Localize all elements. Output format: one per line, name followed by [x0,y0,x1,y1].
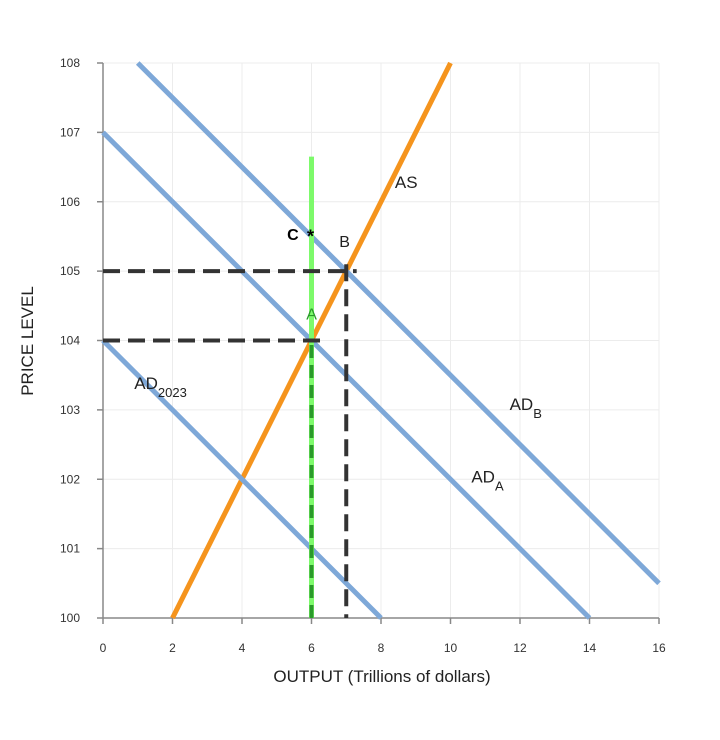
point-label-c: C [287,227,299,244]
y-tick-label: 108 [60,56,80,70]
x-tick-label: 0 [100,641,107,655]
series-line-ad2023 [101,338,383,620]
x-tick-label: 2 [169,641,176,655]
series-label-as: AS [395,173,418,192]
series-label-adb: ADB [510,395,542,421]
point-label-b: B [339,234,350,251]
point-label-a: A [306,307,317,324]
x-tick-label: 4 [239,641,246,655]
y-tick-label: 102 [60,472,80,486]
point-marker-c: * [307,226,314,246]
y-tick-label: 105 [60,264,80,278]
x-axis-title: OUTPUT (Trillions of dollars) [273,667,490,686]
series-labels: AS AD2023 ADA ADB [134,173,542,494]
y-tick-label: 101 [60,542,80,556]
x-tick-label: 10 [444,641,458,655]
y-tick-label: 104 [60,334,80,348]
x-tick-label: 6 [308,641,315,655]
axes [97,62,660,624]
tick-labels: 0 2 4 6 8 10 12 14 16 100 101 102 103 104 105 106 107 108 [60,56,666,655]
y-tick-label: 106 [60,195,80,209]
x-tick-label: 16 [652,641,666,655]
point-labels: A B C * [287,226,350,323]
x-tick-label: 8 [378,641,385,655]
y-axis-title: PRICE LEVEL [18,286,37,396]
series-label-ad2023: AD2023 [134,374,187,400]
series-lines [101,61,661,620]
x-tick-label: 12 [513,641,527,655]
y-tick-label: 100 [60,611,80,625]
guide-lines [103,264,357,618]
x-tick-label: 14 [583,641,597,655]
series-line-adb [135,61,661,586]
y-tick-label: 107 [60,125,80,139]
series-label-ada: ADA [471,468,504,494]
y-tick-label: 103 [60,403,80,417]
